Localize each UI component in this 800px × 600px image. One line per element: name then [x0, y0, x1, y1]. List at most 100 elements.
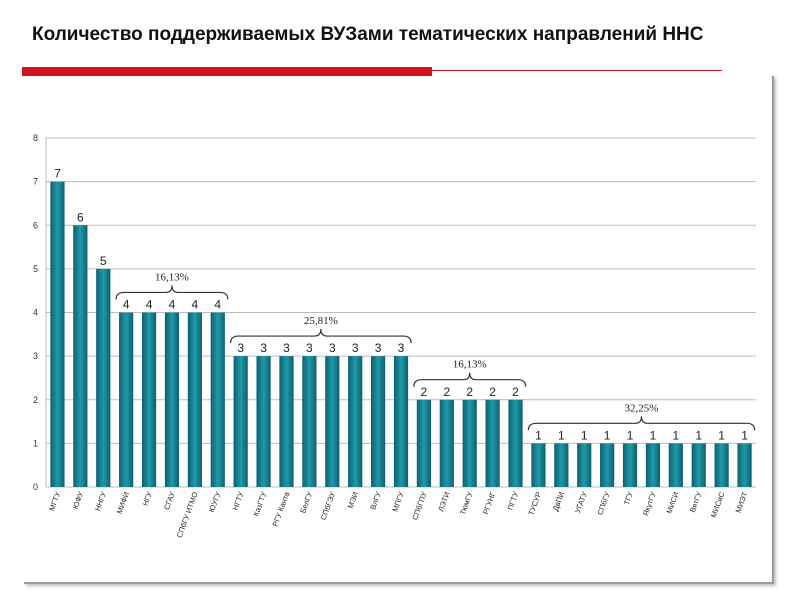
y-tick-label: 2 — [33, 395, 38, 405]
data-label: 5 — [100, 254, 107, 268]
bar — [164, 312, 180, 487]
title-underline-red — [22, 67, 432, 76]
category-label: МИЭТ — [734, 490, 750, 514]
category-label: БелГУ — [298, 490, 314, 514]
slide-title: Количество поддерживаемых ВУЗами тематич… — [32, 24, 704, 45]
data-label: 1 — [672, 428, 679, 442]
group-brace — [413, 372, 527, 387]
data-label: 4 — [123, 298, 130, 312]
category-label: СПбГУ — [595, 490, 612, 516]
group-brace — [527, 416, 756, 431]
data-label: 4 — [214, 298, 221, 312]
category-label: РГУ Канта — [271, 490, 292, 528]
data-label: 2 — [466, 385, 473, 399]
bar — [210, 312, 225, 487]
bar — [531, 443, 546, 487]
bar — [96, 268, 111, 487]
bar — [73, 225, 88, 487]
y-tick-label: 8 — [33, 133, 38, 143]
bar — [325, 356, 340, 487]
y-tick-label: 7 — [33, 177, 38, 187]
data-label: 7 — [54, 167, 61, 181]
data-label: 1 — [650, 428, 657, 442]
bar — [668, 443, 683, 487]
category-label: ПГТУ — [506, 490, 521, 511]
data-label: 1 — [581, 428, 588, 442]
y-tick-label: 3 — [33, 351, 38, 361]
data-label: 1 — [718, 428, 725, 442]
category-label: ЛЭТИ — [436, 491, 451, 513]
group-brace — [229, 329, 412, 344]
category-label: ЮУГУ — [207, 490, 223, 513]
data-label: 2 — [443, 385, 450, 399]
bar — [50, 181, 65, 487]
category-label: МЭИ — [346, 491, 360, 510]
data-label: 3 — [237, 341, 244, 355]
data-label: 3 — [375, 341, 382, 355]
data-label: 2 — [512, 385, 519, 399]
data-label: 1 — [535, 428, 542, 442]
bar — [577, 443, 592, 487]
bar — [691, 443, 706, 487]
y-tick-label: 0 — [33, 482, 38, 492]
bar — [508, 399, 523, 487]
y-axis-ticks: 0 1 2 3 4 5 6 7 8 — [33, 133, 38, 492]
category-label: ЮФУ — [71, 490, 86, 510]
bar — [485, 399, 500, 487]
bar — [233, 356, 248, 487]
data-label: 4 — [192, 298, 199, 312]
data-label: 1 — [604, 428, 611, 442]
gridlines — [45, 137, 756, 488]
group-percent-label: 16,13% — [155, 271, 189, 283]
bar — [622, 443, 638, 487]
bars — [50, 181, 752, 487]
data-label: 4 — [146, 298, 153, 312]
group-brace — [115, 285, 229, 300]
bar — [737, 443, 752, 487]
category-label: ДвПИ — [551, 491, 566, 513]
title-underline-thin — [432, 70, 722, 71]
bar — [187, 312, 202, 487]
category-label: МГТУ — [47, 490, 62, 512]
category-label: СПбГПУ — [410, 490, 429, 521]
category-label: МИФИ — [115, 491, 131, 515]
data-label: 1 — [627, 428, 634, 442]
bar — [416, 399, 432, 487]
bar — [462, 399, 477, 487]
bar — [439, 399, 454, 487]
data-label: 4 — [169, 298, 176, 312]
data-label: 1 — [558, 428, 565, 442]
data-label: 2 — [489, 385, 496, 399]
category-label: МИСиС — [709, 490, 727, 519]
bar — [302, 356, 317, 487]
bar — [119, 312, 134, 487]
category-label: МПГУ — [390, 490, 406, 513]
category-label: СПбГУ ИТМО — [175, 490, 200, 538]
category-label: КазГТУ — [251, 490, 268, 517]
category-label: ВлГУ — [368, 490, 383, 510]
bar — [714, 443, 729, 487]
group-percent-label: 16,13% — [453, 359, 487, 371]
category-label: СПбГЭУ — [319, 490, 338, 521]
bar — [600, 443, 615, 487]
bar — [279, 356, 294, 487]
bar — [348, 356, 363, 487]
data-label: 3 — [306, 341, 313, 355]
bar — [370, 356, 386, 487]
bar — [256, 356, 271, 487]
category-label: НГУ — [141, 490, 154, 507]
category-label: ТГУ — [622, 490, 635, 506]
data-label: 3 — [260, 341, 267, 355]
data-label: 3 — [329, 341, 336, 355]
data-label: 1 — [741, 428, 748, 442]
bar — [141, 312, 157, 487]
category-label: УГАТУ — [573, 490, 589, 514]
y-tick-label: 1 — [33, 438, 38, 448]
data-label: 3 — [283, 341, 290, 355]
category-label: ЯкутГУ — [641, 490, 658, 517]
y-tick-label: 5 — [33, 264, 38, 274]
category-label: МИСИ — [665, 491, 681, 515]
bar — [393, 356, 409, 487]
